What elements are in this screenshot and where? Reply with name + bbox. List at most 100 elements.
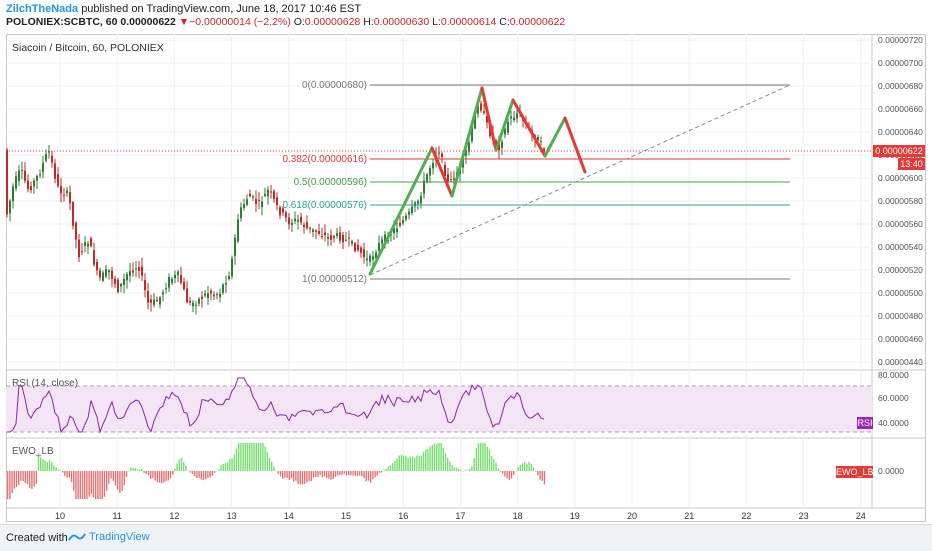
drawings[interactable] bbox=[368, 84, 791, 276]
ewo-bar bbox=[455, 467, 458, 471]
candle-body bbox=[357, 245, 359, 251]
ewo-bar bbox=[515, 470, 517, 472]
candle-body bbox=[414, 202, 416, 207]
tradingview-link[interactable]: TradingView bbox=[68, 531, 150, 543]
candle-body bbox=[309, 227, 311, 229]
candle-body bbox=[234, 237, 236, 257]
ewo-bar bbox=[510, 471, 513, 479]
ewo-bar bbox=[543, 471, 546, 485]
ewo-bar bbox=[396, 458, 398, 471]
ewo-bar bbox=[405, 455, 407, 471]
candle-body bbox=[474, 113, 476, 129]
price-axis-label: 0.00000480 bbox=[878, 311, 923, 321]
ewo-bar bbox=[493, 459, 495, 471]
ewo-bar bbox=[141, 468, 143, 471]
candle-body bbox=[228, 276, 230, 279]
candle-body bbox=[162, 292, 164, 295]
ewo-bar bbox=[279, 471, 282, 477]
ewo-bar bbox=[539, 471, 541, 480]
ewo-bar bbox=[370, 471, 372, 483]
ewo-bar bbox=[176, 463, 178, 471]
candle-body bbox=[114, 278, 116, 285]
ewo-bar bbox=[348, 471, 350, 476]
ewo-bar bbox=[499, 471, 502, 472]
candle-body bbox=[30, 186, 32, 191]
ewo-bar bbox=[18, 471, 20, 485]
candle-body bbox=[441, 153, 443, 157]
ewo-bar bbox=[211, 471, 213, 476]
ewo-bar bbox=[458, 468, 460, 471]
rsi-tag: RSI bbox=[857, 417, 873, 429]
ewo-bar bbox=[68, 471, 70, 478]
fibonacci-retracement[interactable]: 0(0.00000680) 0.382(0.00000616) 0.5(0.0000… bbox=[282, 80, 790, 285]
candle-body bbox=[222, 284, 224, 293]
ewo-bar bbox=[409, 456, 411, 471]
candle-body bbox=[417, 200, 419, 204]
candle-body bbox=[99, 270, 101, 278]
ewo-bar bbox=[167, 471, 169, 481]
time-axis-label: 15 bbox=[341, 511, 351, 521]
time-axis-label: 10 bbox=[55, 511, 65, 521]
time-axis-label: 16 bbox=[398, 511, 408, 521]
ewo-bar bbox=[123, 471, 125, 486]
ewo-bar bbox=[486, 446, 488, 471]
candle-body bbox=[6, 149, 8, 215]
candle-body bbox=[378, 242, 380, 251]
ewo-bar bbox=[378, 471, 381, 473]
ewo-bar bbox=[185, 465, 187, 471]
candle-body bbox=[216, 294, 218, 296]
ewo-bar bbox=[334, 471, 337, 477]
candle-body bbox=[510, 116, 512, 119]
ewo-bar bbox=[356, 471, 359, 477]
candle-body bbox=[180, 274, 182, 283]
candle-body bbox=[450, 178, 452, 180]
ewo-bar bbox=[297, 471, 299, 484]
ewo-bar bbox=[321, 471, 323, 478]
ewo-bar bbox=[213, 471, 216, 473]
ewo-bar bbox=[242, 443, 244, 471]
ewo-bar bbox=[293, 471, 295, 482]
ewo-bar bbox=[11, 471, 13, 494]
ewo-bar bbox=[273, 466, 275, 471]
ewo-bar bbox=[40, 457, 42, 471]
candle-body bbox=[318, 230, 320, 234]
ewo-bar bbox=[251, 443, 253, 471]
candle-body bbox=[243, 204, 245, 208]
ewo-bar bbox=[187, 470, 189, 471]
candle-body bbox=[198, 298, 200, 304]
ewo-bar bbox=[249, 443, 251, 471]
ewo-bar bbox=[484, 443, 486, 471]
candle-body bbox=[336, 233, 338, 236]
ewo-bar bbox=[33, 471, 35, 487]
publish-info: published on TradingView.com, June 18, 2… bbox=[81, 3, 362, 15]
ewo-bar bbox=[359, 471, 361, 476]
candle-body bbox=[405, 215, 407, 220]
price-axis-label: 0.00000640 bbox=[878, 127, 923, 137]
ewo-bar bbox=[464, 470, 466, 471]
ewo-bar bbox=[194, 471, 196, 477]
candle-body bbox=[276, 197, 278, 206]
ewo-bar bbox=[196, 471, 198, 479]
ewo-bar bbox=[114, 471, 117, 486]
ewo-bar bbox=[513, 471, 515, 475]
ewo-bar bbox=[403, 455, 405, 471]
ewo-bar bbox=[169, 471, 172, 479]
candle-body bbox=[444, 164, 446, 176]
wave-segment bbox=[450, 86, 484, 198]
candle-body bbox=[267, 189, 269, 197]
ewo-bar bbox=[491, 456, 493, 471]
ewo-bar bbox=[504, 471, 506, 477]
ewo-bar bbox=[119, 471, 121, 493]
candle-body bbox=[477, 105, 479, 114]
ewo-bar bbox=[363, 471, 365, 479]
time-axis-label: 22 bbox=[741, 511, 751, 521]
candle-body bbox=[261, 201, 263, 208]
ewo-bar bbox=[139, 469, 141, 471]
author-link[interactable]: ZilchTheNada bbox=[6, 3, 79, 15]
ewo-bar bbox=[427, 448, 429, 471]
rsi-band bbox=[6, 386, 872, 432]
ewo-bar bbox=[350, 471, 352, 476]
ewo-bar bbox=[444, 453, 447, 471]
candle-body bbox=[366, 258, 368, 261]
